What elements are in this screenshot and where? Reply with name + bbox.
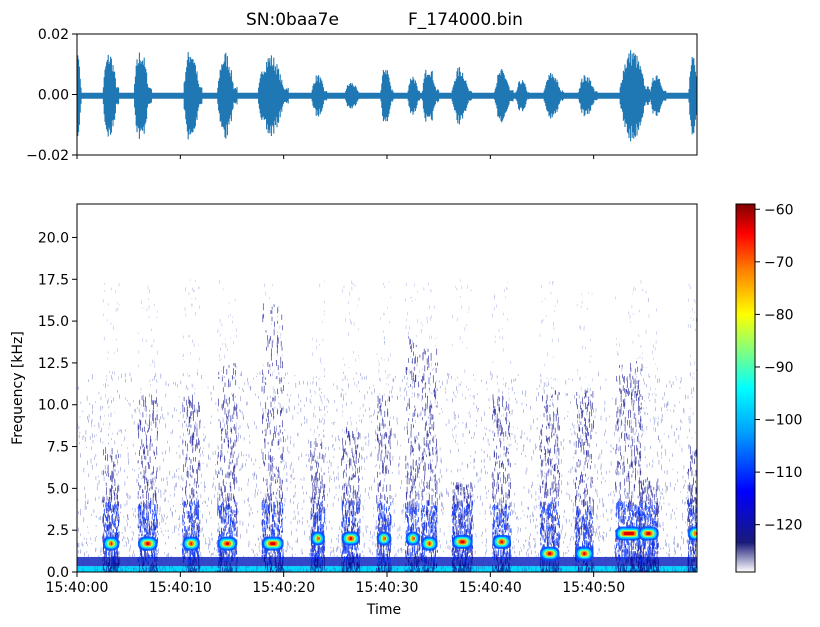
title-sn: SN:0baa7e (246, 10, 339, 30)
title-file: F_174000.bin (408, 10, 523, 30)
call-energy-column (637, 288, 660, 572)
call-energy-column (492, 281, 512, 572)
colorbar-tick-label: −100 (764, 413, 802, 429)
waveform-trace (77, 50, 697, 142)
call-trace (638, 526, 659, 541)
waveform-y-axis: 0.02 0.00 −0.02 (26, 27, 77, 164)
waveform-y-tick-label: 0.00 (38, 88, 69, 104)
spectrogram-x-axis: 15:40:00 15:40:10 15:40:20 15:40:30 15:40:40… (46, 572, 625, 596)
call-trace (102, 536, 120, 551)
spectrogram-x-tick-label: 15:40:20 (252, 580, 315, 596)
call-trace (615, 526, 643, 541)
call-trace (138, 536, 158, 551)
call-trace (310, 531, 325, 546)
spectrogram-x-tick-label: 15:40:40 (459, 580, 522, 596)
call-energy-column (137, 285, 158, 572)
waveform-line (77, 50, 697, 142)
spectrogram-y-tick-label: 5.0 (47, 481, 69, 497)
spectrogram-x-tick-label: 15:40:50 (562, 580, 625, 596)
low-band (77, 556, 697, 567)
spectrogram-y-tick-label: 15.0 (38, 314, 69, 330)
spectrogram-x-tick-label: 15:40:00 (46, 580, 109, 596)
spectrogram-axes-frame (76, 203, 698, 573)
waveform-x-axis (76, 155, 595, 159)
call-energy-column (405, 282, 421, 572)
spectrogram-y-tick-label: 0.0 (47, 565, 69, 581)
call-trace (540, 546, 560, 561)
spectrogram-x-tick-label: 15:40:10 (149, 580, 212, 596)
spectrogram-background-noise (77, 371, 697, 572)
call-trace (262, 536, 284, 551)
colorbar-tick-label: −80 (764, 307, 794, 323)
waveform-y-tick-label: −0.02 (26, 148, 69, 164)
call-trace (575, 546, 594, 561)
noise-floor-band (77, 566, 697, 572)
waveform-y-tick-label: 0.02 (38, 27, 69, 43)
spectrogram-image (77, 279, 697, 572)
call-trace (492, 534, 511, 549)
colorbar-tick-label: −120 (764, 518, 802, 534)
call-trace (452, 534, 473, 549)
call-energy-column (217, 280, 238, 572)
call-trace (421, 536, 438, 551)
spectrogram-y-tick-label: 2.5 (47, 523, 69, 539)
colorbar (735, 203, 756, 573)
spectrogram-y-tick-label: 7.5 (47, 440, 69, 456)
spectrogram-x-tick-label: 15:40:30 (356, 580, 419, 596)
colorbar-axis: −60 −70 −80 −90 −100 −110 −120 (755, 202, 802, 534)
call-trace (341, 531, 361, 546)
colorbar-tick-label: −90 (764, 360, 794, 376)
call-energy-column (310, 280, 326, 572)
spectrogram-y-tick-label: 17.5 (38, 272, 69, 288)
colorbar-tick-label: −60 (764, 202, 794, 218)
colorbar-tick-label: −110 (764, 465, 802, 481)
call-trace (376, 531, 392, 546)
spectrogram-y-tick-label: 12.5 (38, 356, 69, 372)
x-axis-title: Time (366, 602, 401, 618)
call-energy-column (182, 279, 201, 572)
call-trace (217, 536, 238, 551)
y-axis-title: Frequency [kHz] (10, 331, 26, 445)
call-energy-column (615, 279, 643, 572)
call-trace (182, 536, 200, 551)
call-energy-column (451, 279, 474, 572)
colorbar-tick-label: −70 (764, 255, 794, 271)
call-trace (405, 531, 420, 546)
call-energy-column (261, 283, 284, 572)
call-energy-column (102, 282, 120, 572)
call-trace (687, 526, 697, 541)
spectrogram-y-tick-label: 20.0 (38, 230, 69, 246)
spectrogram-y-axis: 0.0 2.5 5.0 7.5 10.0 12.5 15.0 17.5 20.0 (38, 230, 77, 581)
call-energy-column (574, 292, 594, 572)
spectrogram-y-tick-label: 10.0 (38, 398, 69, 414)
